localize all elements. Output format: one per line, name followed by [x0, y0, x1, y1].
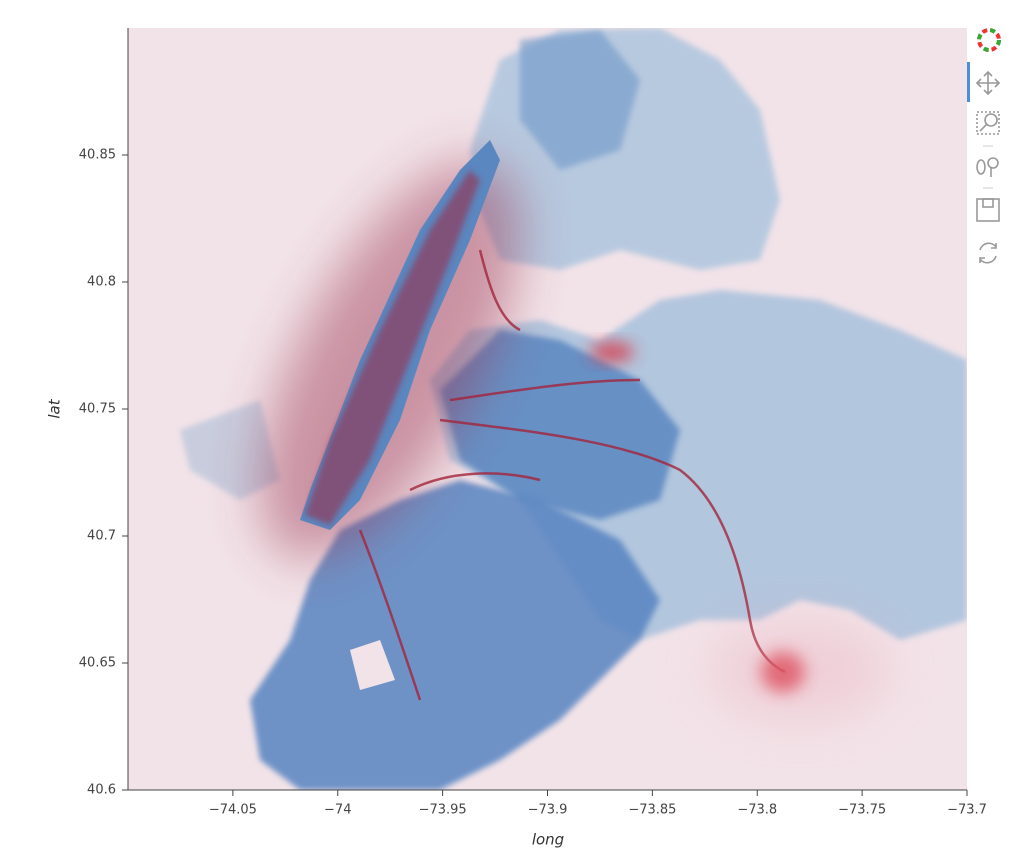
x-tick-label: −73.75 — [838, 803, 886, 818]
x-tick-label: −73.95 — [419, 803, 467, 818]
y-tick-label: 40.75 — [79, 402, 116, 417]
box-zoom-tool[interactable] — [976, 111, 1000, 135]
x-tick-label: −73.85 — [628, 803, 676, 818]
y-axis-label: lat — [46, 398, 64, 418]
x-tick-label: −73.9 — [528, 803, 568, 818]
y-tick-label: 40.8 — [87, 275, 116, 290]
x-tick-label: −74.05 — [209, 803, 257, 818]
y-tick-label: 40.65 — [79, 656, 116, 671]
toolbar — [967, 28, 1001, 264]
pan-tool[interactable] — [975, 70, 1001, 96]
x-tick-label: −73.7 — [947, 803, 987, 818]
y-tick-label: 40.6 — [87, 783, 116, 798]
wheel-zoom-tool[interactable] — [976, 157, 999, 177]
reset-tool[interactable] — [979, 242, 997, 264]
y-tick-label: 40.7 — [87, 529, 116, 544]
density-image — [128, 28, 967, 790]
y-tick-label: 40.85 — [79, 148, 116, 163]
x-tick-label: −74 — [324, 803, 351, 818]
active-indicator — [967, 62, 970, 102]
save-tool[interactable] — [976, 198, 1000, 222]
x-axis-label: long — [532, 831, 564, 849]
x-tick-label: −73.8 — [737, 803, 777, 818]
bokeh-logo[interactable] — [977, 28, 1001, 52]
